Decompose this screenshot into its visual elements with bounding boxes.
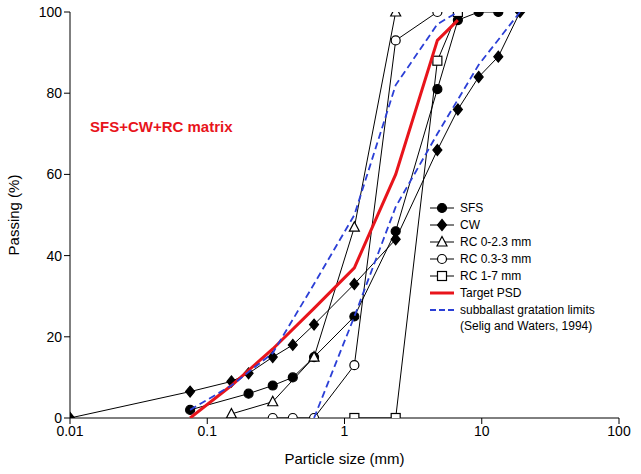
svg-text:40: 40 <box>46 248 62 264</box>
svg-text:100: 100 <box>39 4 63 20</box>
html-text:subballast gratation limits: subballast gratation limits <box>460 303 595 317</box>
svg-text:0: 0 <box>54 410 62 426</box>
html-text:CW: CW <box>460 218 480 232</box>
svg-text:1: 1 <box>341 423 349 439</box>
svg-text:80: 80 <box>46 85 62 101</box>
svg-text:20: 20 <box>46 329 62 345</box>
html-text:RC 1-7 mm: RC 1-7 mm <box>460 269 522 283</box>
svg-text:10: 10 <box>474 423 490 439</box>
html-text:RC 0.3-3 mm: RC 0.3-3 mm <box>460 252 532 266</box>
svg-text:60: 60 <box>46 166 62 182</box>
html-text:SFS+CW+RC matrix: SFS+CW+RC matrix <box>90 118 233 135</box>
html-text:Target PSD: Target PSD <box>460 286 522 300</box>
html-text:(Selig and Waters, 1994): (Selig and Waters, 1994) <box>460 319 593 333</box>
svg-text:0.1: 0.1 <box>198 423 218 439</box>
svg-text:0.01: 0.01 <box>56 422 84 439</box>
html-text:SFS: SFS <box>460 201 484 215</box>
svg-text:Particle size (mm): Particle size (mm) <box>284 450 404 467</box>
html-text:RC 0-2.3 mm: RC 0-2.3 mm <box>460 235 532 249</box>
svg-text:Passing (%): Passing (%) <box>5 175 22 256</box>
svg-text:100: 100 <box>607 423 631 439</box>
